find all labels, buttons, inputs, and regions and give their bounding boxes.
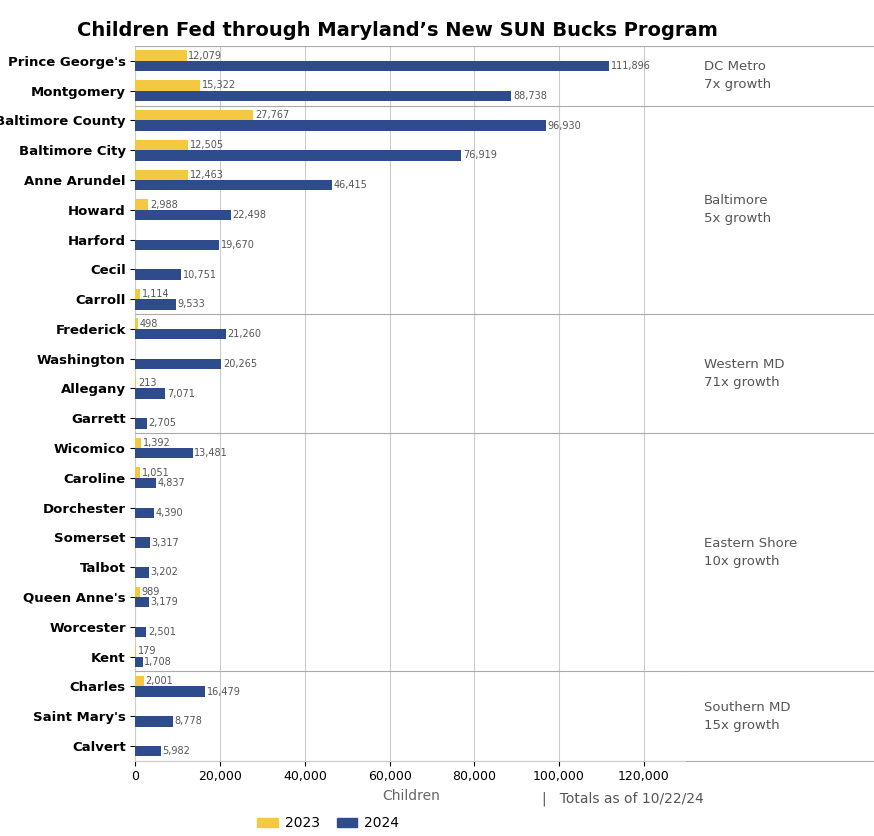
Bar (135, 80, 200, 90)
Text: 12,079: 12,079 (188, 51, 222, 61)
Bar (135, 50, 187, 61)
Bar (135, 319, 137, 329)
Text: 27,767: 27,767 (255, 110, 289, 120)
Text: 7,071: 7,071 (167, 389, 195, 399)
Bar (135, 120, 546, 131)
Bar (135, 418, 147, 429)
Text: Southern MD
15x growth: Southern MD 15x growth (704, 701, 790, 732)
X-axis label: Children: Children (382, 789, 440, 803)
Bar (135, 378, 136, 389)
Text: 12,463: 12,463 (190, 170, 224, 180)
Text: 3,202: 3,202 (150, 568, 178, 578)
Bar (135, 359, 221, 370)
Bar (135, 675, 144, 686)
Bar (135, 448, 192, 458)
Text: 4,837: 4,837 (157, 478, 185, 488)
Text: 88,738: 88,738 (513, 91, 547, 101)
Text: 1,114: 1,114 (142, 289, 170, 299)
Text: 16,479: 16,479 (207, 686, 241, 696)
Bar (135, 150, 461, 161)
Text: 1,392: 1,392 (143, 438, 170, 448)
Bar (135, 90, 511, 101)
Bar (135, 170, 188, 180)
Text: |   Totals as of 10/22/24: | Totals as of 10/22/24 (542, 791, 704, 806)
Bar (135, 140, 189, 150)
Text: Eastern Shore
10x growth: Eastern Shore 10x growth (704, 537, 797, 568)
Text: 15,322: 15,322 (202, 80, 236, 90)
Text: DC Metro
7x growth: DC Metro 7x growth (704, 60, 771, 91)
Bar (135, 656, 142, 667)
Text: 46,415: 46,415 (334, 181, 368, 191)
Bar (135, 478, 156, 488)
Bar (135, 716, 173, 726)
Bar (135, 210, 231, 220)
Text: 12,505: 12,505 (191, 140, 225, 150)
Bar (135, 329, 225, 339)
Text: 3,179: 3,179 (150, 597, 178, 607)
Text: 22,498: 22,498 (232, 210, 267, 220)
Bar (135, 269, 181, 280)
Bar (135, 597, 149, 608)
Bar (135, 288, 140, 299)
Text: 13,481: 13,481 (194, 448, 228, 458)
Text: 8,778: 8,778 (174, 716, 202, 726)
Bar (135, 538, 149, 548)
Text: Baltimore
5x growth: Baltimore 5x growth (704, 194, 771, 225)
Text: 9,533: 9,533 (177, 299, 205, 309)
Bar (135, 180, 332, 191)
Bar (135, 299, 176, 309)
Text: 2,705: 2,705 (149, 419, 177, 429)
Text: 179: 179 (138, 646, 156, 656)
Text: 19,670: 19,670 (220, 240, 254, 250)
Bar (135, 467, 140, 478)
Bar (135, 567, 149, 578)
Text: 2,988: 2,988 (149, 200, 177, 210)
Bar (135, 110, 253, 120)
Text: 989: 989 (142, 587, 160, 597)
Legend: 2023, 2024: 2023, 2024 (252, 811, 405, 836)
Text: 498: 498 (139, 319, 157, 329)
Text: 4,390: 4,390 (156, 507, 184, 517)
Text: 111,896: 111,896 (611, 61, 651, 71)
Bar (135, 746, 161, 757)
Text: 1,051: 1,051 (142, 467, 170, 477)
Bar (135, 437, 142, 448)
Text: 2,501: 2,501 (148, 627, 176, 637)
Bar (135, 240, 218, 250)
Text: 1,708: 1,708 (144, 657, 172, 667)
Text: 5,982: 5,982 (163, 746, 191, 756)
Bar (135, 389, 165, 399)
Text: 96,930: 96,930 (548, 120, 581, 130)
Text: 20,265: 20,265 (223, 359, 257, 369)
Text: Western MD
71x growth: Western MD 71x growth (704, 358, 784, 389)
Bar (135, 686, 205, 696)
Text: 2,001: 2,001 (146, 676, 173, 686)
Bar (135, 627, 146, 637)
Bar (135, 61, 609, 71)
Bar (135, 507, 154, 518)
Text: 21,260: 21,260 (227, 329, 261, 339)
Bar (135, 199, 148, 210)
Text: Children Fed through Maryland’s New SUN Bucks Program: Children Fed through Maryland’s New SUN … (77, 21, 718, 40)
Text: 3,317: 3,317 (151, 538, 179, 548)
Bar (135, 587, 140, 597)
Text: 10,751: 10,751 (183, 269, 217, 279)
Text: 213: 213 (138, 378, 156, 388)
Text: 76,919: 76,919 (463, 150, 496, 161)
